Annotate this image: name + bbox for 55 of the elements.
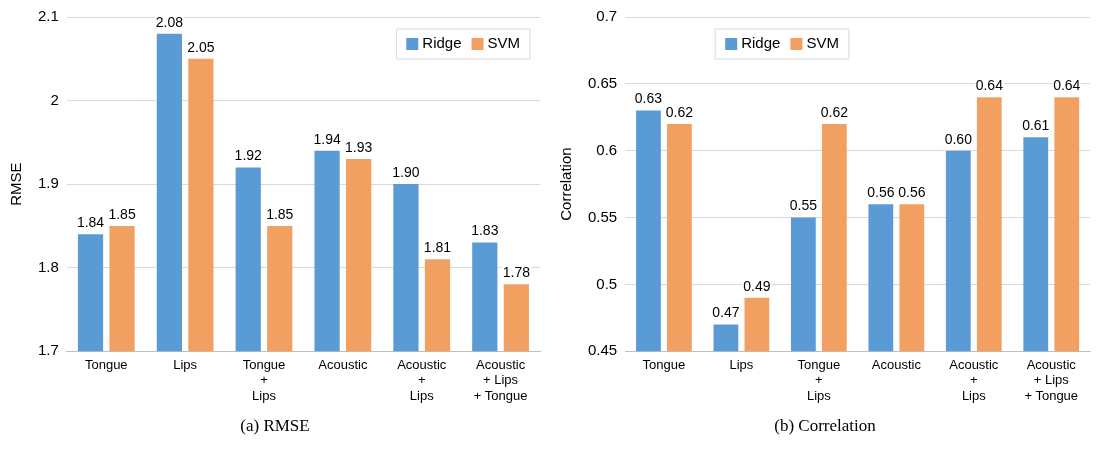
data-label: 0.64 — [975, 77, 1004, 94]
data-label: 0.49 — [743, 277, 771, 294]
x-tick-label: Acoustic + Lips + Tongue — [473, 356, 528, 403]
x-tick-label: Acoustic + Lips — [949, 356, 999, 403]
x-tick-label: Acoustic — [318, 356, 368, 372]
data-label: 0.62 — [665, 103, 694, 120]
data-label: 1.83 — [471, 222, 499, 239]
data-label: 1.85 — [108, 205, 136, 222]
x-tick-label: Tongue — [84, 356, 128, 372]
data-label: 1.85 — [266, 205, 294, 222]
legend-label: Ridge — [422, 34, 462, 52]
y-axis-title: RMSE — [7, 162, 25, 206]
data-label: 1.84 — [76, 214, 105, 231]
legend-label: SVM — [487, 34, 521, 52]
y-axis-title: Correlation — [557, 147, 575, 221]
x-tick-label: Tongue + Lips — [797, 356, 841, 403]
data-label: 0.47 — [712, 304, 740, 321]
legend-label: Ridge — [741, 34, 781, 52]
y-tick-label: 2 — [50, 90, 59, 108]
data-label: 1.90 — [392, 163, 420, 180]
x-tick-label: Acoustic + Lips + Tongue — [1024, 356, 1079, 403]
x-tick-label: Lips — [173, 356, 198, 372]
data-label: 2.05 — [187, 38, 215, 55]
legend-label: SVM — [806, 34, 839, 52]
y-tick-label: 0.6 — [596, 140, 618, 158]
data-label: 0.56 — [867, 184, 895, 201]
data-label: 0.56 — [898, 184, 926, 201]
data-label: 0.61 — [1022, 117, 1050, 134]
data-label: 2.08 — [155, 13, 184, 30]
x-tick-label: Tongue + Lips — [242, 356, 286, 403]
data-label: 1.81 — [423, 239, 452, 256]
y-tick-label: 0.55 — [587, 207, 618, 225]
data-label: 1.78 — [502, 264, 531, 281]
y-tick-label: 1.9 — [37, 174, 59, 192]
x-tick-label: Tongue — [642, 356, 686, 372]
y-tick-label: 0.7 — [596, 7, 618, 25]
data-label: 1.93 — [345, 138, 373, 155]
y-tick-label: 0.45 — [587, 341, 618, 359]
data-label: 1.92 — [234, 147, 263, 164]
data-label: 0.64 — [1053, 77, 1081, 94]
text: (a) RMSE — [239, 416, 311, 436]
x-tick-label: Acoustic — [871, 356, 922, 372]
x-tick-label: Lips — [729, 356, 754, 372]
y-tick-label: 0.65 — [587, 73, 618, 91]
data-label: 1.94 — [313, 130, 341, 147]
data-label: 0.63 — [634, 90, 663, 107]
text: (b) Correlation — [773, 416, 877, 436]
data-label: 0.55 — [789, 197, 818, 214]
y-tick-label: 2.1 — [37, 7, 59, 25]
y-tick-label: 0.5 — [596, 274, 618, 292]
y-tick-label: 1.8 — [37, 257, 59, 275]
x-tick-label: Acoustic + Lips — [397, 356, 447, 403]
data-label: 0.62 — [820, 103, 849, 120]
data-label: 0.60 — [944, 130, 973, 147]
y-tick-label: 1.7 — [37, 341, 59, 359]
